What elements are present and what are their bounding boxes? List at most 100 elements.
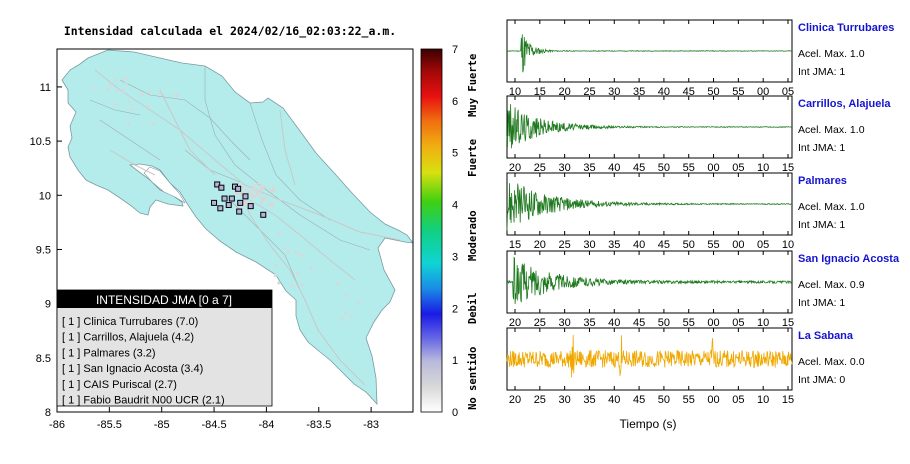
colorbar-ticks: 0 1 2 3 4 5 6 7 [452, 44, 458, 419]
minor-station-dot [244, 199, 248, 203]
seismogram-tick-label: 45 [658, 239, 670, 251]
minor-station-dot [235, 191, 239, 195]
minor-station-dot [115, 89, 119, 93]
minor-station-dot [126, 121, 130, 125]
minor-station-dot [286, 250, 290, 254]
seismogram-tick-label: 05 [732, 317, 744, 329]
minor-station-dot [151, 121, 155, 125]
max-acceleration: Acel. Max. 0.0 [798, 356, 865, 368]
jma-intensity: Int JMA: 1 [798, 297, 845, 309]
minor-station-dot [171, 93, 175, 97]
map-y-tick-label: 9.5 [36, 244, 51, 256]
minor-station-dot [282, 246, 286, 250]
minor-station-dot [233, 190, 237, 194]
minor-station-dot [238, 192, 242, 196]
seismogram-tick-label: 10 [757, 317, 769, 329]
minor-station-dot [259, 201, 263, 205]
seismogram-tick-label: 55 [683, 394, 695, 406]
seismogram-tick-label: 00 [707, 162, 719, 174]
minor-station-dot [113, 102, 117, 106]
minor-station-dot [130, 108, 134, 112]
map-y-tick-label: 8 [45, 407, 51, 419]
seismogram-tick-label: 35 [583, 394, 595, 406]
station-name: Carrillos, Alajuela [798, 98, 891, 110]
map-y-tick-label: 10.5 [30, 136, 51, 148]
minor-station-dot [108, 82, 112, 86]
minor-station-dot [349, 315, 353, 319]
seismogram-tick-label: 35 [583, 162, 595, 174]
seismogram-trace [506, 183, 793, 231]
map-y-axis: 11 10.5 10 9.5 9 8.5 8 [30, 82, 62, 419]
minor-station-dot [255, 183, 259, 187]
jma-intensity: Int JMA: 1 [798, 66, 845, 78]
map-y-tick-label: 9 [45, 299, 51, 311]
station-marker [235, 185, 242, 192]
legend-item: [ 1 ] San Ignacio Acosta (3.4) [62, 363, 203, 375]
station-marker [242, 193, 249, 200]
station-marker [211, 199, 218, 206]
seismogram-tick-label: 20 [509, 162, 521, 174]
seismogram-tick-label: 05 [732, 394, 744, 406]
minor-station-dot [114, 78, 118, 82]
intensity-colorbar: 0 1 2 3 4 5 6 7 No sentido Debil Moderado Fuerte Mu… [420, 44, 479, 419]
station-marker [236, 208, 243, 215]
seismogram-tick-label: 00 [757, 86, 769, 98]
seismogram-tick-label: 40 [608, 394, 620, 406]
colorbar-tick-label: 6 [452, 96, 458, 108]
minor-station-dot [269, 188, 273, 192]
legend-item: [ 1 ] Palmares (3.2) [62, 347, 156, 359]
seismogram-tick-label: 45 [633, 317, 645, 329]
road-network [94, 69, 401, 386]
seismogram-tick-label: 05 [782, 86, 794, 98]
time-axis-label: Tiempo (s) [620, 417, 677, 431]
minor-station-dot [251, 184, 255, 188]
seismogram-panels: 10 15 20 25 30 35 40 45 50 55 00 05 Clinica Turrubar… [506, 19, 900, 406]
map-title: Intensidad calculada el 2024/02/16_02:03… [64, 24, 396, 39]
max-acceleration: Acel. Max. 1.0 [798, 124, 865, 136]
seismogram-tick-label: 30 [608, 86, 620, 98]
seismogram-tick-label: 10 [757, 162, 769, 174]
station-name: San Ignacio Acosta [798, 253, 900, 265]
legend-item: [ 1 ] Fabio Baudrit N00 UCR (2.1) [62, 395, 225, 407]
minor-station-dot [343, 311, 347, 315]
colorbar-tick-label: 1 [452, 355, 458, 367]
seismogram-tick-label: 50 [683, 239, 695, 251]
seismogram-tick-label: 20 [509, 394, 521, 406]
seismogram-tick-label: 25 [534, 394, 546, 406]
minor-station-dot [148, 90, 152, 94]
minor-station-dot [121, 88, 125, 92]
minor-station-dot [93, 86, 97, 90]
legend-item: [ 1 ] Carrillos, Alajuela (4.2) [62, 332, 194, 344]
seismogram-tick-label: 40 [658, 86, 670, 98]
seismogram-tick-label: 45 [683, 86, 695, 98]
minor-station-dot [340, 318, 344, 322]
map-x-tick-label: -83.5 [306, 419, 331, 431]
minor-station-dot [300, 282, 304, 286]
seismogram-tick-label: 55 [683, 162, 695, 174]
colorbar-tick-label: 2 [452, 303, 458, 315]
seismogram-tick-label: 55 [732, 86, 744, 98]
colorbar-category: Fuerte [467, 139, 479, 177]
seismogram-tick-label: 30 [583, 239, 595, 251]
seismogram-tick-label: 40 [608, 317, 620, 329]
seismogram-trace [506, 34, 793, 73]
seismogram-tick-label: 50 [658, 162, 670, 174]
minor-station-dot [270, 201, 274, 205]
seismogram-tick-label: 05 [732, 162, 744, 174]
colorbar-tick-label: 5 [452, 148, 458, 160]
minor-station-dot [140, 92, 144, 96]
station-markers [211, 181, 267, 218]
legend-title: INTENSIDAD JMA [0 a 7] [96, 293, 232, 307]
seismogram-tick-label: 25 [534, 317, 546, 329]
minor-station-dot [253, 194, 257, 198]
seismogram-tick-label: 35 [583, 317, 595, 329]
max-acceleration: Acel. Max. 0.9 [798, 279, 865, 291]
seismogram-tick-label: 50 [658, 317, 670, 329]
legend-item: [ 1 ] CAIS Puriscal (2.7) [62, 379, 177, 391]
legend-item: [ 1 ] Clinica Turrubares (7.0) [62, 316, 198, 328]
seismogram-tick-label: 00 [732, 239, 744, 251]
minor-station-dot [244, 187, 248, 191]
legend-box [56, 289, 273, 407]
minor-station-dot [246, 190, 250, 194]
minor-station-dot [274, 264, 278, 268]
